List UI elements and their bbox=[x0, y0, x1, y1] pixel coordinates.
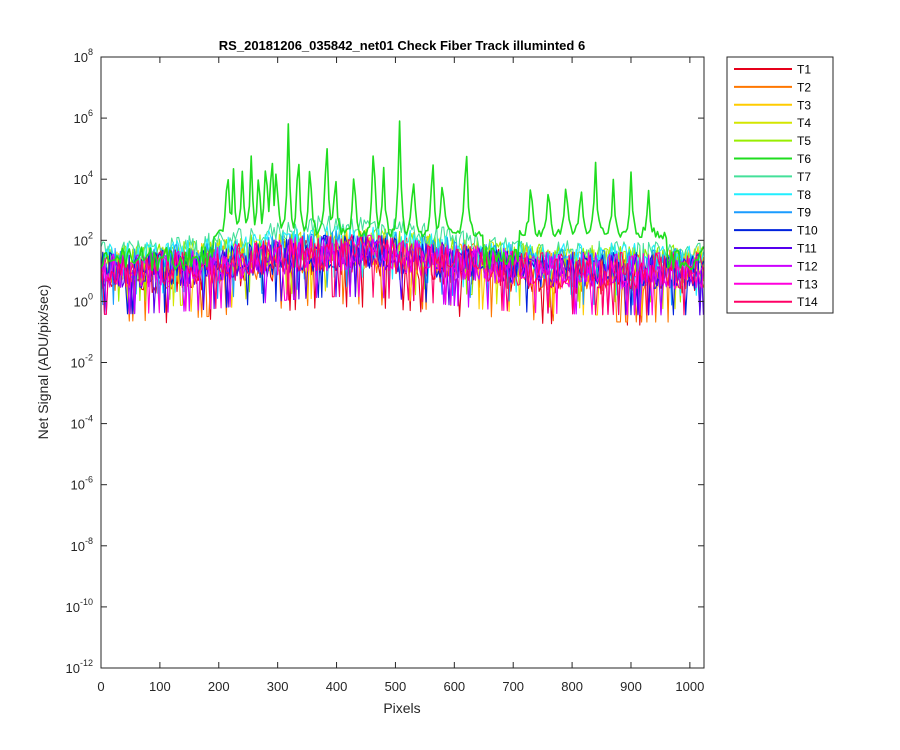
x-tick-label: 400 bbox=[326, 679, 348, 694]
x-tick-label: 300 bbox=[267, 679, 289, 694]
legend-label-t2: T2 bbox=[797, 80, 811, 94]
y-tick-label: 108 bbox=[74, 47, 93, 65]
legend-label-t9: T9 bbox=[797, 206, 811, 220]
legend-label-t5: T5 bbox=[797, 134, 811, 148]
x-tick-label: 700 bbox=[502, 679, 524, 694]
x-tick-label: 200 bbox=[208, 679, 230, 694]
x-tick-label: 800 bbox=[561, 679, 583, 694]
legend-box bbox=[726, 56, 834, 314]
legend-label-t14: T14 bbox=[797, 295, 818, 309]
legend: T1 T2 T3 T4 T5 T6 T7 T8 T9 T10 T11 T12 T13 T14 bbox=[726, 56, 834, 314]
y-tick-label: 10-10 bbox=[66, 597, 93, 615]
x-tick-label: 500 bbox=[385, 679, 407, 694]
y-tick-label: 10-12 bbox=[66, 658, 93, 676]
series-line-t14 bbox=[100, 234, 704, 316]
y-axis-label: Net Signal (ADU/pix/sec) bbox=[35, 285, 51, 440]
x-tick-label: 900 bbox=[620, 679, 642, 694]
legend-label-t3: T3 bbox=[797, 98, 811, 112]
x-tick-label: 600 bbox=[443, 679, 465, 694]
x-tick-label: 0 bbox=[97, 679, 104, 694]
legend-label-t8: T8 bbox=[797, 188, 811, 202]
y-tick-label: 10-4 bbox=[71, 414, 93, 432]
y-tick-label: 100 bbox=[74, 291, 93, 309]
y-axis: 108 106 104 102 100 10-2 10-4 10-6 10-8 10-10 10-1… bbox=[66, 47, 704, 676]
series-line-t6 bbox=[100, 120, 705, 272]
series-layer bbox=[100, 120, 705, 326]
x-tick-label: 100 bbox=[149, 679, 171, 694]
legend-label-t10: T10 bbox=[797, 224, 818, 238]
y-tick-label: 10-2 bbox=[71, 353, 93, 371]
x-axis-label: Pixels bbox=[383, 700, 420, 716]
chart-title: RS_20181206_035842_net01 Check Fiber Tra… bbox=[219, 38, 585, 53]
y-tick-label: 10-6 bbox=[71, 475, 93, 493]
x-tick-label: 1000 bbox=[675, 679, 704, 694]
y-tick-label: 106 bbox=[74, 108, 93, 126]
legend-label-t1: T1 bbox=[797, 63, 811, 77]
y-tick-label: 10-8 bbox=[71, 536, 93, 554]
y-tick-label: 104 bbox=[74, 169, 93, 187]
legend-label-t7: T7 bbox=[797, 170, 811, 184]
legend-label-t12: T12 bbox=[797, 259, 818, 273]
plot-area-frame bbox=[100, 56, 705, 669]
legend-label-t11: T11 bbox=[797, 242, 817, 256]
y-tick-label: 102 bbox=[74, 230, 93, 248]
legend-label-t4: T4 bbox=[797, 116, 811, 130]
legend-label-t13: T13 bbox=[797, 277, 818, 291]
legend-label-t6: T6 bbox=[797, 152, 811, 166]
x-axis: 0 100 200 300 400 500 600 700 800 900 1000 bbox=[97, 57, 704, 694]
